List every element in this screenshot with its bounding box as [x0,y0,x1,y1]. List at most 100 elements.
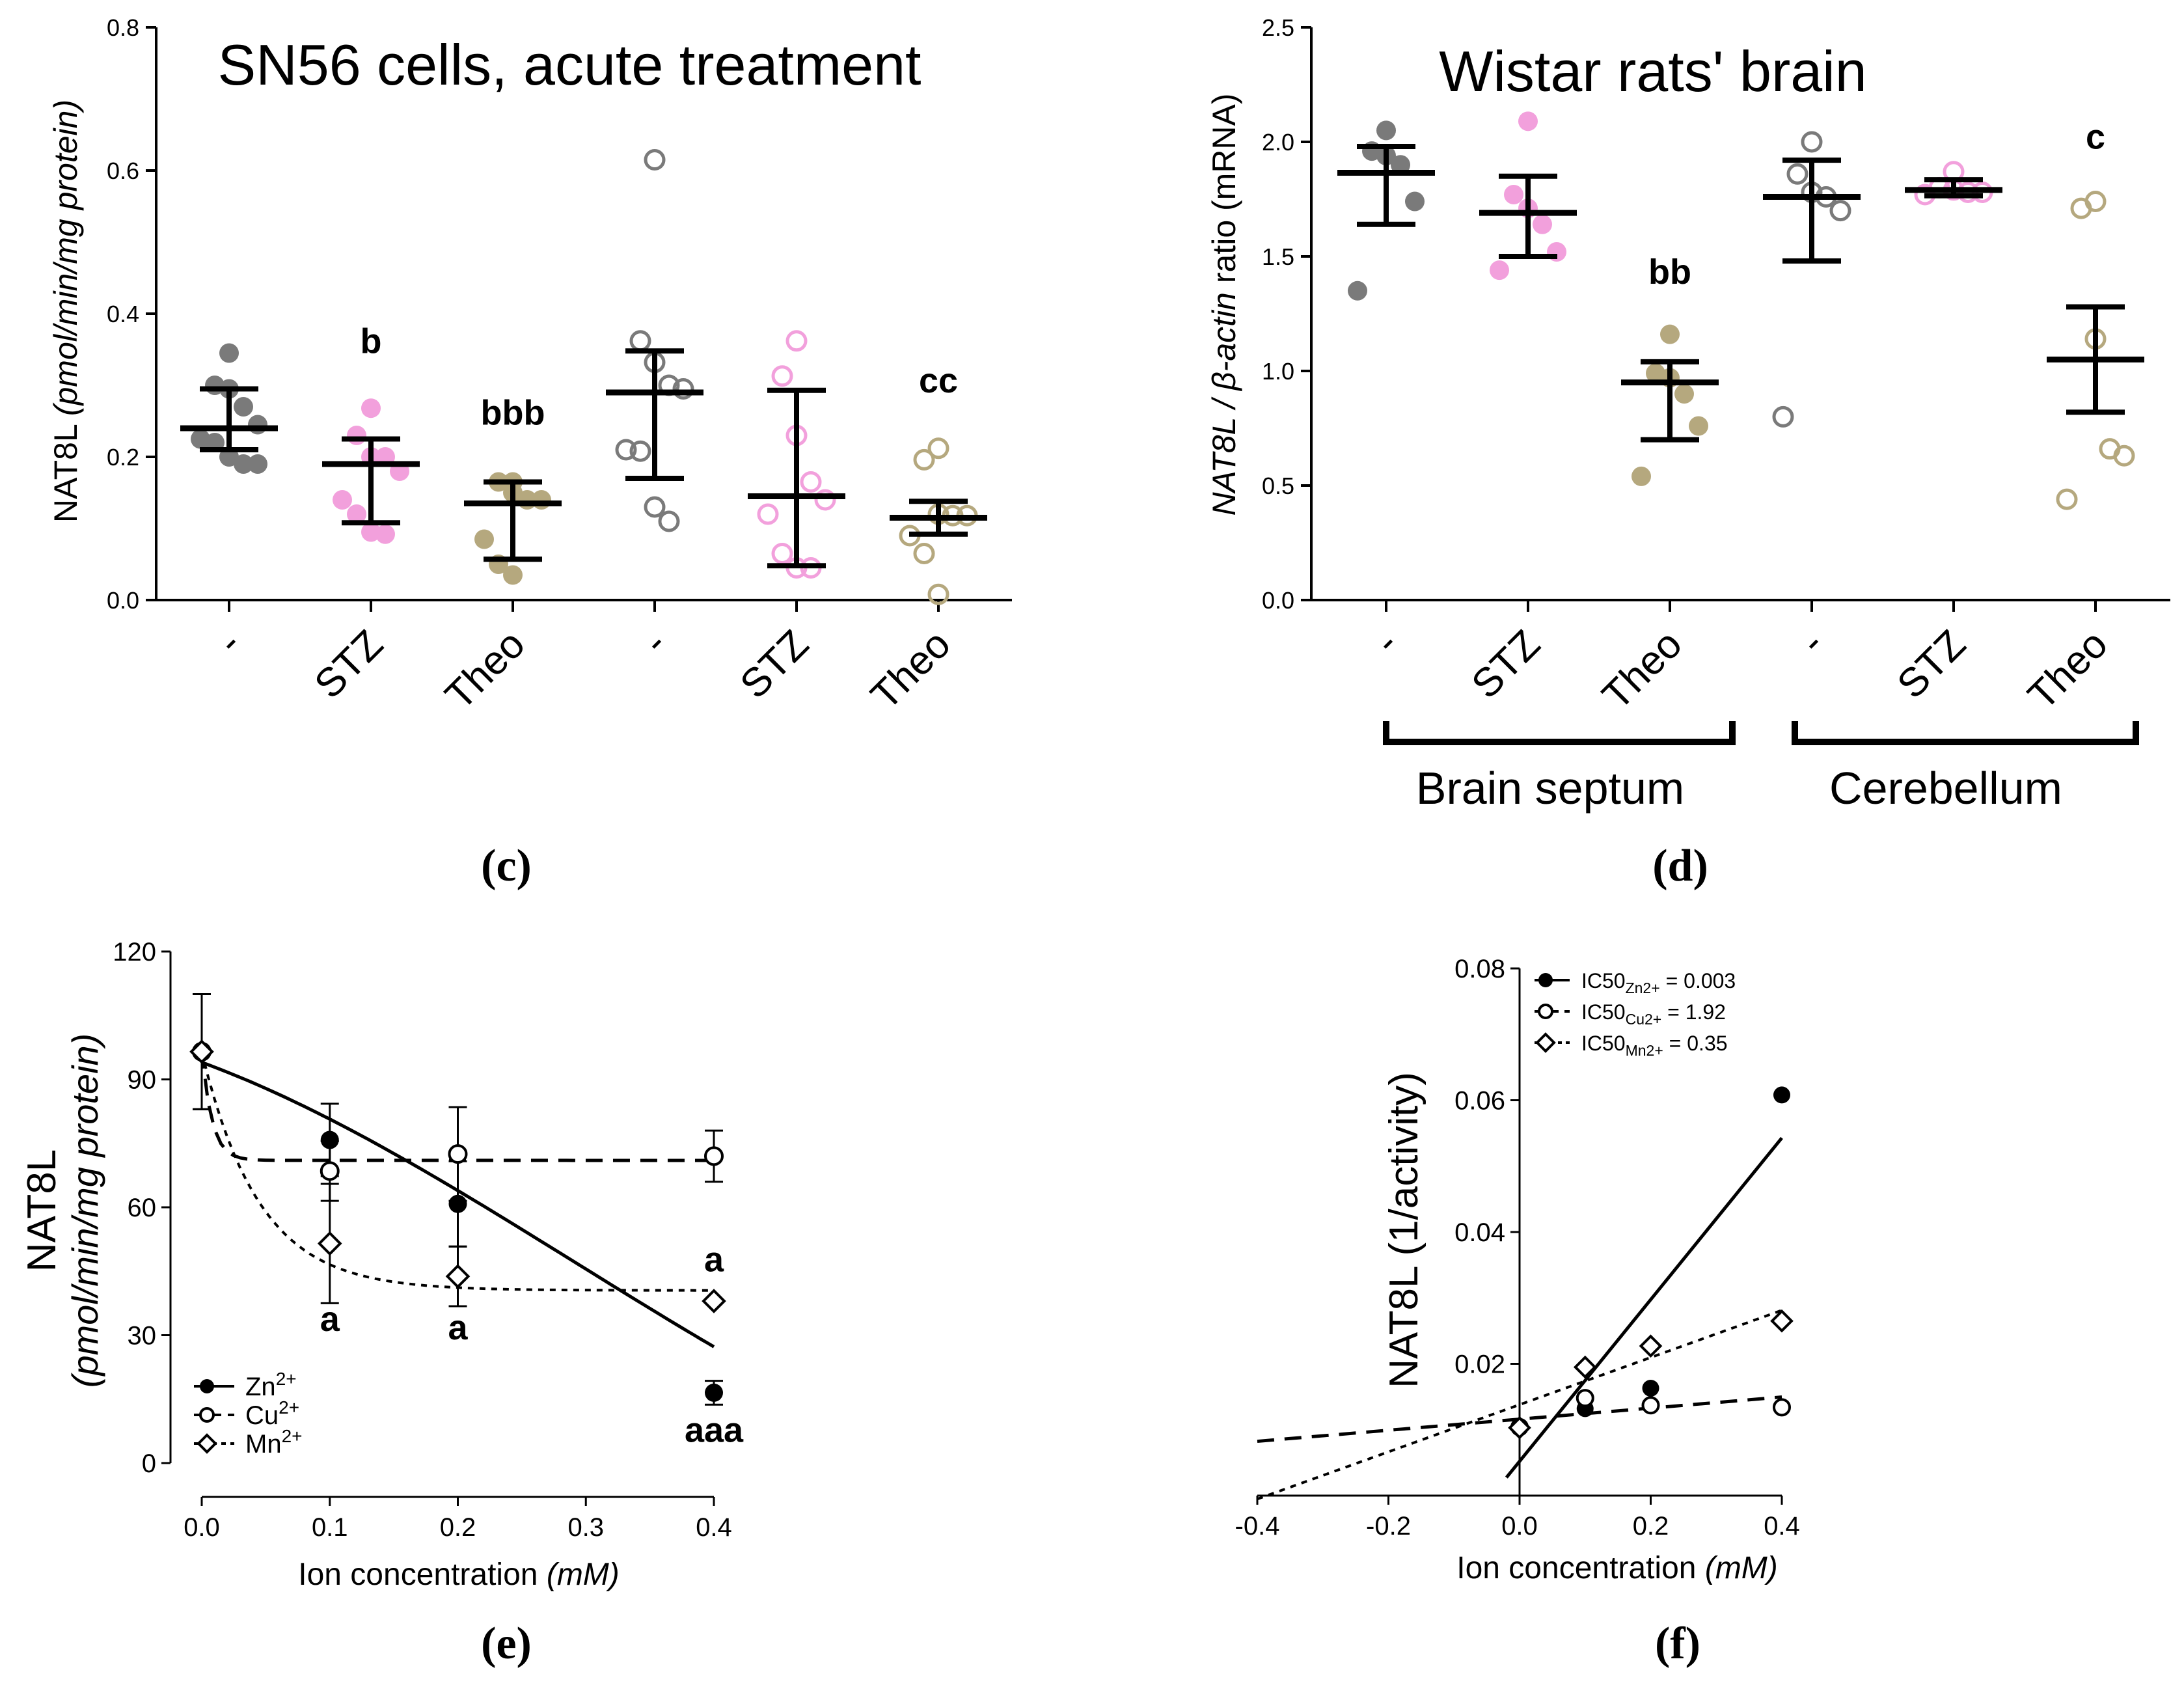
c-data-point [375,524,395,544]
f-marker [1573,1355,1597,1379]
d-data-point [1376,120,1396,141]
f-y-tick-label: 0.04 [1454,1218,1505,1247]
panel-d-tick-labels: 0.0 0.5 1.0 1.5 2.0 2.5 - STZ Theo - STZ Theo [1262,14,2116,719]
c-data-point [757,503,779,525]
c-y-tick-label: 0.6 [107,158,139,184]
e-legend-marker [197,1433,217,1454]
e-legend-label: Cu2+ [245,1397,299,1430]
c-data-point [672,378,694,400]
e-y-tick-label: 30 [128,1322,157,1350]
e-marker-mn [702,1289,726,1313]
c-data-point [800,471,822,493]
c-data-point [333,490,352,510]
panel-d-axes [1301,26,2170,612]
e-legend-marker [200,1379,214,1393]
c-data-point [658,510,680,532]
c-y-tick-label: 0.4 [107,301,139,327]
brain-septum-bracket [1383,721,1736,745]
d-y-tick-label: 1.0 [1262,358,1294,385]
d-y-tick-label: 0.0 [1262,587,1294,614]
e-marker-cu [320,1161,340,1181]
e-significance-letter: a [448,1308,468,1347]
c-data-point [913,448,935,471]
panel-f-y-axis-label: NAT8L (1/activity) [1382,1072,1426,1388]
panel-e-y-axis-label: NAT8L [20,1149,64,1272]
panel-c-label: (c) [481,841,532,891]
f-legend-marker [1538,973,1553,987]
c-significance-letter: bbb [481,394,545,433]
c-data-point [347,426,366,445]
c-significance-letter: cc [919,361,958,400]
d-data-point [1772,405,1794,428]
c-data-point [503,565,523,585]
panel-d-label: (d) [1652,841,1708,891]
f-x-tick-label: -0.4 [1235,1512,1280,1541]
brain-septum-label: Brain septum [1416,763,1684,814]
c-y-tick-label: 0.8 [107,14,139,41]
e-marker-mn [317,1231,342,1256]
c-significance-letter: b [361,322,382,361]
f-x-tick-label: -0.2 [1366,1512,1411,1541]
panel-c-tick-labels: 0.0 0.2 0.4 0.6 0.8 - STZ Theo - STZ Theo [107,14,959,719]
e-marker-mn [189,1039,214,1064]
c-data-point [629,330,651,352]
panel-e-axes [161,950,715,1506]
f-y-tick-label: 0.08 [1454,955,1505,983]
e-x-tick-label: 0.2 [440,1513,476,1542]
e-y-tick-label: 60 [128,1194,157,1222]
panel-e-x-axis-label: Ion concentration (mM) [298,1557,620,1592]
c-data-point [361,522,381,542]
panel-c-title: SN56 cells, acute treatment [218,33,921,97]
d-data-point [1689,416,1708,436]
f-y-tick-label: 0.06 [1454,1087,1505,1116]
c-data-point [219,343,239,363]
d-data-point [1660,324,1680,344]
panel-c: SN56 cells, acute treatment NAT8L (pmol/… [48,14,1012,891]
c-x-tick-label: - [635,622,676,663]
panel-f: NAT8L (1/activity) Ion concentration (mM… [1235,955,1800,1669]
f-marker [1641,1396,1660,1415]
d-data-point [1674,384,1694,404]
c-data-point [248,415,267,435]
c-data-point [248,454,267,474]
c-data-point [927,437,949,459]
e-x-tick-label: 0.4 [696,1513,732,1542]
e-significance-letter: aaa [685,1410,744,1449]
f-marker [1639,1334,1663,1358]
d-data-point [1348,281,1367,301]
d-data-point [2070,197,2092,219]
d-x-tick-label: - [1366,622,1407,663]
d-data-point [2113,445,2135,467]
d-data-point [1786,163,1809,185]
d-data-point [1801,131,1823,153]
f-marker [1770,1309,1794,1333]
d-x-tick-label: STZ [1463,622,1549,707]
c-data-point [927,583,949,605]
c-x-tick-label: Theo [862,622,959,719]
d-data-point [1533,214,1552,234]
panel-e-label: (e) [481,1619,532,1669]
f-legend-label: IC50Zn2+ = 0.003 [1581,969,1736,996]
panel-f-tick-labels: -0.4 -0.2 0.0 0.2 0.4 0.02 0.04 0.06 0.08 [1235,955,1800,1541]
panel-f-legend: IC50Zn2+ = 0.003 IC50Cu2+ = 1.92 IC50Mn2+ … [1535,969,1736,1059]
d-data-point [1829,200,1851,222]
e-y-tick-label: 90 [128,1066,157,1095]
panel-e: NAT8L (pmol/min/mg protein) Ion concentr… [20,938,744,1669]
e-x-tick-label: 0.0 [184,1513,220,1542]
e-marker-zn [320,1130,339,1149]
f-marker [1773,1086,1790,1104]
panel-e-y-axis-unit: (pmol/min/mg protein) [64,1034,105,1388]
f-marker [1576,1389,1594,1408]
e-y-tick-label: 0 [142,1449,156,1478]
d-y-tick-label: 2.5 [1262,14,1294,41]
cerebellum-label: Cerebellum [1829,763,2062,814]
d-data-point [1631,466,1651,486]
d-y-tick-label: 1.5 [1262,243,1294,270]
c-data-point [771,543,793,564]
cerebellum-bracket [1792,721,2139,745]
d-data-point [1405,191,1425,212]
f-legend-marker [1535,1032,1556,1053]
